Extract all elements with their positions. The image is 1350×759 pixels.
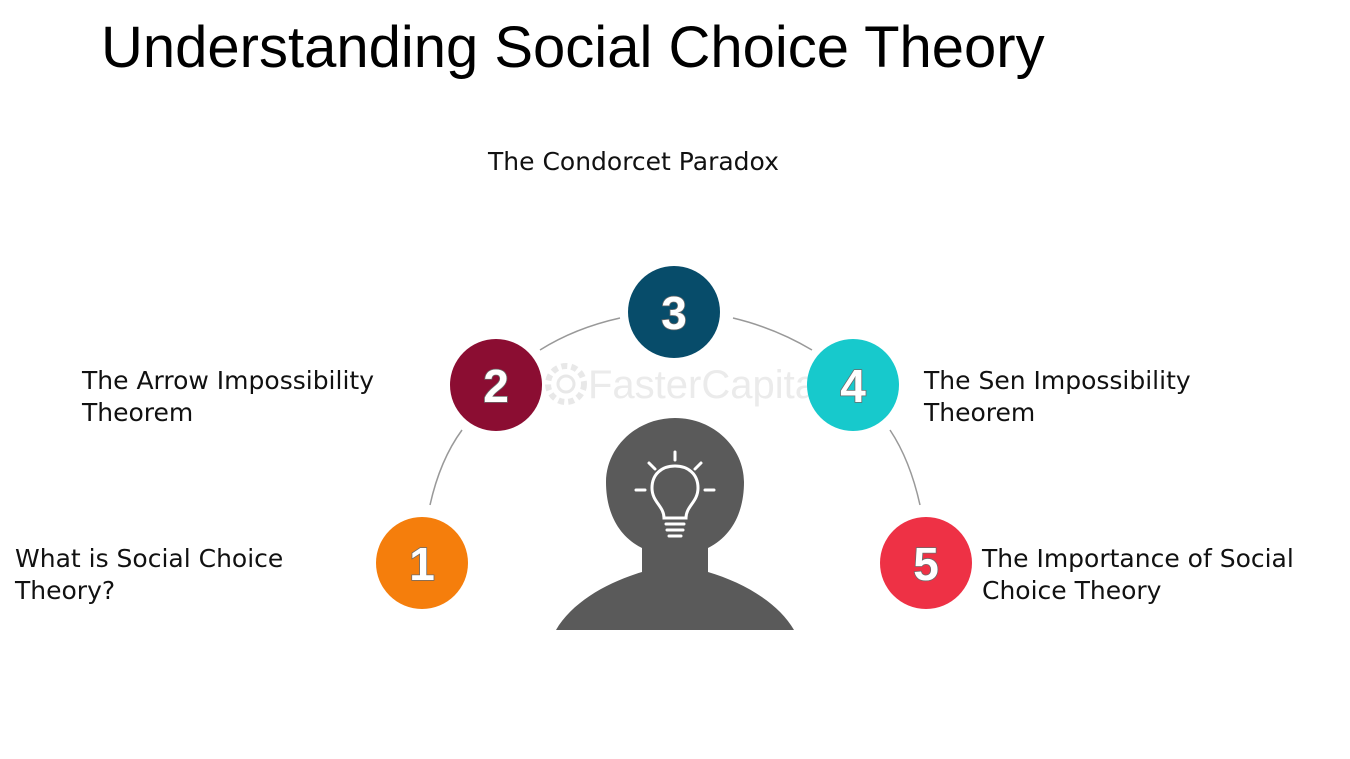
page-title: Understanding Social Choice Theory	[101, 15, 1045, 80]
step-3-label: The Condorcet Paradox	[488, 147, 779, 176]
step-circle-5: 5	[880, 517, 972, 609]
step-4-number: 4	[840, 360, 866, 412]
step-5-disc	[880, 517, 972, 609]
step-3-disc	[628, 266, 720, 358]
connector-2-3	[539, 317, 621, 351]
connector-1-2	[429, 429, 463, 506]
step-1-disc	[376, 517, 468, 609]
head-with-lightbulb-icon	[556, 418, 794, 630]
step-3-number: 3	[661, 287, 687, 339]
watermark: FasterCapital	[545, 363, 826, 407]
step-1-label: What is Social Choice Theory?	[15, 544, 284, 605]
step-4-disc	[807, 339, 899, 431]
step-2-number: 2	[483, 360, 509, 412]
connector-arc	[429, 317, 921, 506]
step-2-label: The Arrow Impossibility Theorem	[82, 366, 374, 427]
watermark-text: FasterCapital	[588, 363, 826, 407]
step-4-label: The Sen Impossibility Theorem	[924, 366, 1191, 427]
step-1-number: 1	[409, 538, 435, 590]
step-circle-2: 2	[450, 339, 542, 431]
lightbulb-icon	[634, 450, 716, 538]
gear-icon	[545, 363, 587, 405]
connector-4-5	[889, 429, 921, 506]
step-5-number: 5	[913, 538, 939, 590]
step-circle-1: 1	[376, 517, 468, 609]
step-circle-4: 4	[807, 339, 899, 431]
step-5-label: The Importance of Social Choice Theory	[982, 544, 1294, 605]
connector-3-4	[732, 317, 813, 351]
step-2-disc	[450, 339, 542, 431]
step-circle-3: 3	[628, 266, 720, 358]
